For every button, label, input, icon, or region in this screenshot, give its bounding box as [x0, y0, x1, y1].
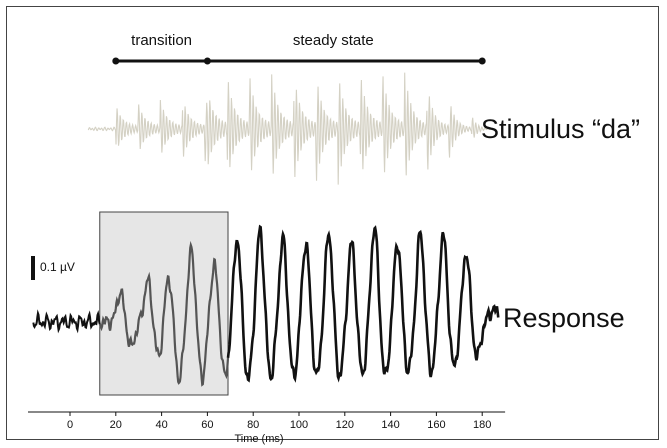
x-tick-label: 20 [110, 419, 122, 431]
x-tick-label: 40 [155, 419, 167, 431]
response-waveform-steady [226, 224, 500, 383]
segment-marker-start [112, 57, 120, 65]
x-tick-label: 140 [381, 419, 399, 431]
response-label: Response [503, 303, 625, 333]
segment-marker-end [478, 57, 486, 65]
scale-bar-label: 0.1 µV [40, 260, 75, 274]
x-axis: 0 20 40 60 80 100 120 140 160 180 [28, 411, 506, 431]
x-tick-label: 100 [290, 419, 308, 431]
stimulus-waveform [87, 72, 492, 185]
x-axis-title: Time (ms) [234, 433, 283, 445]
response-waveform-pre [32, 309, 101, 334]
stimulus-series [87, 72, 492, 185]
x-tick-label: 60 [201, 419, 213, 431]
segment-marker-mid [203, 57, 211, 65]
x-tick-label: 120 [336, 419, 354, 431]
transition-label: transition [131, 32, 192, 49]
scale-bar-mark [31, 256, 35, 280]
scale-bar: 0.1 µV [31, 256, 75, 280]
x-tick-label: 80 [247, 419, 259, 431]
x-tick-label: 0 [67, 419, 73, 431]
segment-bar: transition steady state [112, 32, 486, 65]
x-tick-label: 160 [427, 419, 445, 431]
response-series [32, 224, 500, 387]
response-waveform-transition [98, 240, 230, 387]
steady-state-label: steady state [293, 32, 374, 49]
x-tick-label: 180 [473, 419, 491, 431]
stimulus-label: Stimulus “da” [481, 114, 640, 144]
